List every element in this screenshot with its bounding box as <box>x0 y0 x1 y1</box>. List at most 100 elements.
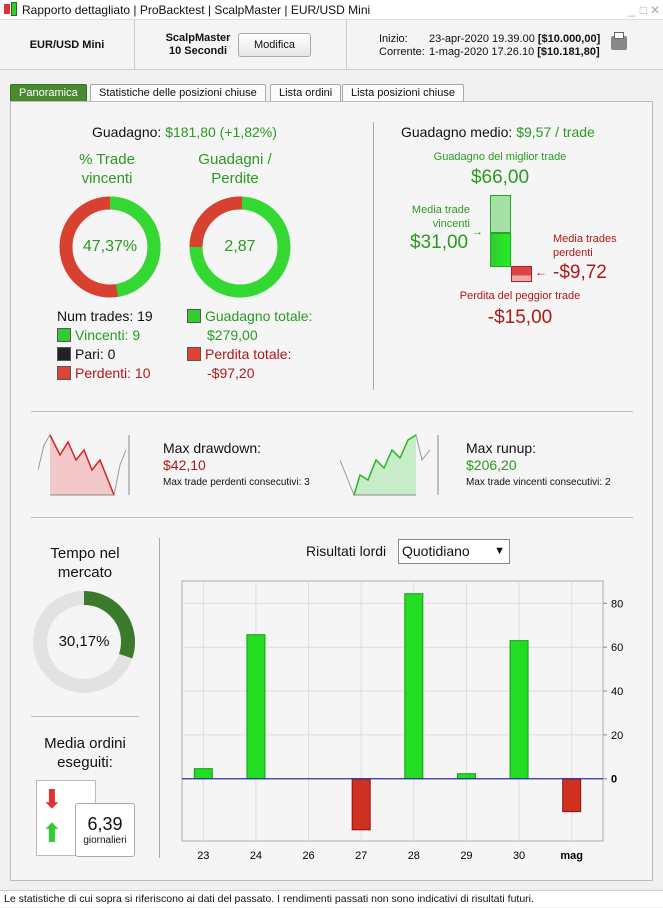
avg-gain-label: Guadagno medio: <box>401 124 513 140</box>
start-date: 23-apr-2020 19.39.00 <box>429 33 535 45</box>
total-gain-label: Guadagno totale: <box>205 308 313 324</box>
x-tick-label: 24 <box>250 850 262 862</box>
worst-trade-value: -$15,00 <box>487 307 553 328</box>
bar-24 <box>246 634 266 780</box>
total-loss-value: -$97,20 <box>207 365 255 381</box>
runup-sparkline <box>340 434 439 497</box>
avg-win-arrow-icon: → <box>472 226 483 238</box>
avg-loss-label: Media trades perdenti <box>553 233 617 259</box>
window-title: Rapporto dettagliato | ProBacktest | Sca… <box>22 3 371 17</box>
avg-orders-unit: giornalieri <box>83 835 127 846</box>
avg-loss-arrow-icon: ← <box>535 265 547 279</box>
y-tick-label: 0 <box>611 774 617 786</box>
total-loss-swatch <box>187 347 201 361</box>
x-tick-label: 30 <box>513 850 525 862</box>
plot-area <box>181 580 604 842</box>
minimize-button[interactable]: _ <box>628 3 635 17</box>
x-tick-label: 29 <box>460 850 472 862</box>
instrument-name: EUR/USD Mini <box>29 39 105 51</box>
strategy-name: ScalpMaster <box>165 32 231 44</box>
bar-27 <box>351 778 371 831</box>
app-icon <box>4 4 10 14</box>
period-value: Quotidiano <box>402 543 470 559</box>
avg-gain: Guadagno medio: $9,57 / trade <box>401 124 595 140</box>
win-arc <box>59 196 161 298</box>
y-tick-label: 60 <box>611 642 623 654</box>
runup-label: Max runup: <box>466 440 537 456</box>
bar-mag <box>562 778 582 813</box>
results-label: Risultati lordi <box>306 543 387 559</box>
start-label: Inizio: <box>379 33 408 45</box>
current-label: Corrente: <box>379 46 425 58</box>
tab-order-list[interactable]: Lista ordini <box>270 84 342 102</box>
period-select[interactable]: Quotidiano ▼ <box>398 539 510 564</box>
bar-28 <box>404 593 424 780</box>
time-in-market-value: 30,17% <box>58 633 110 650</box>
avg-orders-label: Media ordini eseguiti: <box>44 735 126 771</box>
drawdown-value: $42,10 <box>163 457 206 473</box>
current-date: 1-mag-2020 17.26.10 <box>429 46 535 58</box>
winners-swatch <box>57 328 71 342</box>
win-pct-donut <box>59 196 161 298</box>
start-capital: [$10.000,00] <box>537 33 601 45</box>
close-button[interactable]: ✕ <box>649 3 660 17</box>
losers-swatch <box>57 366 71 380</box>
avg-win-value: $31,00 <box>410 232 469 253</box>
tab-closed-stats[interactable]: Statistiche delle posizioni chiuse <box>90 84 266 102</box>
edit-button[interactable]: Modifica <box>238 33 311 57</box>
avg-gain-value: $9,57 / trade <box>516 124 595 140</box>
avg-orders-value: 6,39 <box>87 814 123 834</box>
y-tick-label: 20 <box>611 730 623 742</box>
print-icon[interactable] <box>611 32 627 50</box>
consec-loss: Max trade perdenti consecutivi: 3 <box>163 477 310 488</box>
chevron-down-icon: ▼ <box>494 545 505 557</box>
even: Pari: 0 <box>75 346 116 362</box>
header: EUR/USD Mini ScalpMaster 10 Secondi Modi… <box>0 20 663 70</box>
avg-win-label: Media trade vincenti <box>411 204 470 230</box>
x-tick-label: 23 <box>197 850 209 862</box>
bar-30 <box>509 640 529 780</box>
avg-loss-value: -$9,72 <box>553 262 607 283</box>
avg-win-bar <box>490 233 511 267</box>
time-arc <box>33 591 135 693</box>
winners: Vincenti: 9 <box>75 327 141 343</box>
y-tick-label: 40 <box>611 686 623 698</box>
drawdown-label: Max drawdown: <box>163 440 262 456</box>
win-pct-title: % Trade vincenti <box>79 151 135 187</box>
best-trade-value: $66,00 <box>470 167 530 188</box>
x-tick-label: 28 <box>408 850 420 862</box>
down-arrow-icon: ⬇ <box>41 784 63 814</box>
num-trades: Num trades: 19 <box>57 308 153 324</box>
total-loss-label: Perdita totale: <box>205 346 292 362</box>
losers: Perdenti: 10 <box>75 365 151 381</box>
time-in-market-label: Tempo nel mercato <box>50 545 120 581</box>
worst-trade-label: Perdita del peggior trade <box>459 290 581 302</box>
avg-loss-bar <box>511 266 532 282</box>
total-gain-value: $279,00 <box>207 327 258 343</box>
runup-value: $206,20 <box>466 457 517 473</box>
bar-29 <box>456 773 476 780</box>
disclaimer: Le statistiche di cui sopra si riferisco… <box>0 890 663 907</box>
ratio-title: Guadagni / Perdite <box>198 151 272 187</box>
tab-closed-positions[interactable]: Lista posizioni chiuse <box>342 84 464 102</box>
total-gain-swatch <box>187 309 201 323</box>
best-trade-bar <box>490 195 511 233</box>
current-capital: [$10.181,80] <box>537 46 600 58</box>
app-icon-2 <box>11 2 17 16</box>
up-arrow-icon: ⬆ <box>41 818 63 848</box>
total-gain-summary: Guadagno: $181,80 (+1,82%) <box>92 124 277 140</box>
time-in-market-donut <box>33 591 135 693</box>
gain-label: Guadagno: <box>92 124 162 140</box>
consec-win: Max trade vincenti consecutivi: 2 <box>466 477 611 488</box>
bar-23 <box>193 768 213 780</box>
x-tick-label: 26 <box>302 850 314 862</box>
ratio-value: 2,87 <box>224 238 256 255</box>
timeframe: 10 Secondi <box>168 45 228 57</box>
best-trade-label: Guadagno del miglior trade <box>433 151 567 163</box>
x-tick-label: mag <box>560 850 583 862</box>
drawdown-sparkline <box>38 433 130 497</box>
maximize-button[interactable]: □ <box>639 3 647 17</box>
tab-panoramica[interactable]: Panoramica <box>10 84 87 102</box>
even-swatch <box>57 347 71 361</box>
win-pct-value: 47,37% <box>82 238 138 255</box>
